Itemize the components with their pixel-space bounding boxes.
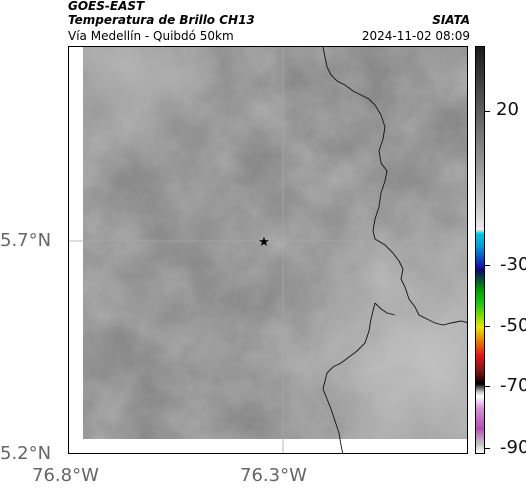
colorbar-tick (485, 111, 490, 112)
colorbar-label-20: 20 (496, 99, 519, 120)
lon-label-76.8W: 76.8°W (32, 465, 99, 486)
municipal-boundary (322, 302, 376, 453)
department-boundary (322, 47, 467, 326)
satellite-map: ★ (68, 46, 468, 454)
timestamp: 2024-11-02 08:09 (361, 29, 470, 43)
lat-label-5.2N: 5.2°N (0, 443, 52, 464)
lon-label-76.3W: 76.3°W (240, 465, 307, 486)
agency-label: SIATA (432, 13, 470, 27)
colorbar-label-minus70: -70 (500, 375, 526, 396)
satellite-name: GOES-EAST (68, 0, 145, 13)
colorbar-label-minus50: -50 (500, 315, 526, 336)
colorbar-tick (485, 386, 490, 387)
product-title: Temperatura de Brillo CH13 (68, 13, 255, 27)
colorbar-label-minus30: -30 (500, 254, 526, 275)
colorbar (475, 46, 485, 454)
colorbar-tick (485, 448, 490, 449)
river-line (374, 302, 396, 316)
colorbar-tick (485, 326, 490, 327)
brightness-temperature-field (83, 47, 467, 439)
region-label: Vía Medellín - Quibdó 50km (68, 29, 234, 43)
colorbar-tick (485, 265, 490, 266)
map-canvas: ★ (69, 47, 467, 453)
lat-label-5.7N: 5.7°N (0, 230, 52, 251)
star-marker: ★ (258, 235, 270, 250)
colorbar-label-minus90: -90 (500, 437, 526, 458)
